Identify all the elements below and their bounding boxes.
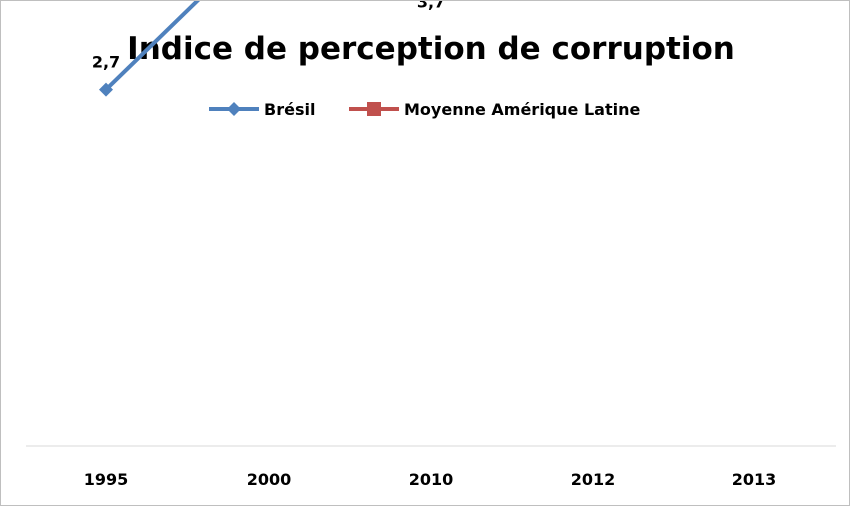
legend: Brésil Moyenne Amérique Latine: [209, 100, 640, 119]
data-label-bresil: 2,7: [92, 53, 120, 72]
x-tick-label: 1995: [84, 470, 129, 489]
x-tick-label: 2000: [247, 470, 292, 489]
legend-label-moyenne: Moyenne Amérique Latine: [404, 100, 640, 119]
chart-title: Indice de perception de corruption: [127, 31, 735, 67]
legend-marker-diamond-icon: [227, 102, 241, 116]
data-label-bresil: 3,7: [417, 1, 445, 12]
data-point-bresil: [99, 82, 113, 97]
legend-item-moyenne[interactable]: Moyenne Amérique Latine: [349, 100, 640, 119]
x-tick-label: 2013: [732, 470, 777, 489]
x-tick-label: 2012: [571, 470, 616, 489]
plot-area: 199520002010201220132,73,93,74,34,24,193…: [84, 1, 777, 489]
legend-label-bresil: Brésil: [264, 100, 315, 119]
x-tick-label: 2010: [409, 470, 454, 489]
legend-item-bresil[interactable]: Brésil: [209, 100, 315, 119]
legend-marker-square-icon: [367, 102, 381, 116]
